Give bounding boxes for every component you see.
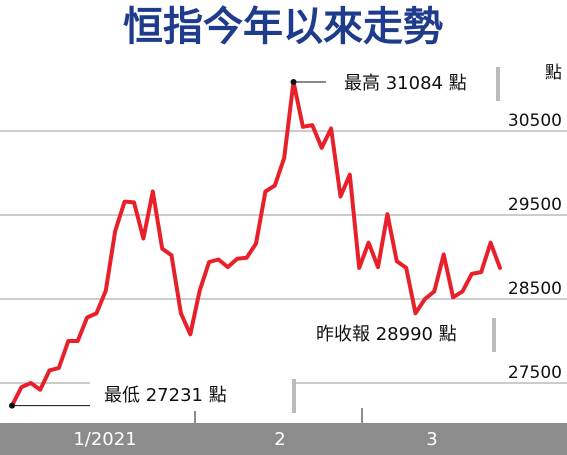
low-annotation: 最低 27231 點 <box>9 377 296 413</box>
low-label-shadow <box>292 379 296 413</box>
close-annotation: 昨收報 28990 點 <box>302 316 496 352</box>
data-point <box>160 247 164 251</box>
data-point <box>301 125 305 129</box>
data-point <box>216 257 221 262</box>
high-label: 最高 31084 點 <box>344 73 467 94</box>
data-point <box>188 332 192 336</box>
data-point <box>151 189 155 194</box>
series-points <box>10 80 502 408</box>
data-point <box>85 315 89 320</box>
x-axis-ticks: 1/2021 2 3 <box>73 408 438 450</box>
data-point <box>254 241 258 246</box>
data-point <box>273 184 277 188</box>
data-point <box>66 339 70 343</box>
close-label-box <box>302 316 494 350</box>
x-tick-label: 2 <box>274 429 285 450</box>
y-tick-label: 28500 <box>508 279 562 299</box>
data-point <box>76 339 80 343</box>
data-point <box>38 388 42 392</box>
data-point <box>104 289 108 293</box>
high-label-box <box>326 65 498 99</box>
data-point <box>348 173 352 177</box>
data-point <box>207 260 211 264</box>
data-point <box>338 194 343 199</box>
high-annotation: 最高 31084 點 <box>290 65 500 101</box>
low-label: 最低 27231 點 <box>104 385 227 406</box>
data-point <box>479 270 483 274</box>
data-point <box>489 241 493 245</box>
y-tick-label: 29500 <box>508 195 562 215</box>
data-point <box>132 200 136 204</box>
data-point <box>413 311 418 315</box>
data-point <box>498 266 502 270</box>
data-point <box>57 366 61 370</box>
data-point <box>376 265 380 269</box>
data-point <box>179 311 183 315</box>
data-point <box>395 259 399 263</box>
data-point <box>357 266 361 270</box>
data-point <box>263 189 267 194</box>
y-tick-label: 30500 <box>508 111 562 131</box>
data-point <box>29 381 33 385</box>
high-point-marker <box>290 78 297 85</box>
data-point <box>385 212 389 216</box>
data-point <box>404 266 408 270</box>
y-tick-labels: 27500 28500 29500 30500 <box>508 111 562 383</box>
data-point <box>451 295 455 299</box>
x-tick-label: 1/2021 <box>73 429 136 450</box>
y-tick-label: 27500 <box>508 363 562 383</box>
data-point <box>470 272 474 276</box>
data-point <box>235 257 239 261</box>
data-point <box>320 146 324 150</box>
data-point <box>245 256 249 260</box>
chart-title: 恒指今年以來走勢 <box>123 4 443 50</box>
low-label-box <box>90 377 294 411</box>
data-point <box>47 368 52 372</box>
close-label-shadow <box>492 318 496 352</box>
data-point <box>282 156 286 160</box>
data-point <box>198 289 202 293</box>
data-point <box>113 229 117 233</box>
data-point <box>226 265 230 269</box>
data-point <box>94 311 99 315</box>
high-label-shadow <box>496 67 500 101</box>
low-point-marker <box>9 402 15 409</box>
data-point <box>141 236 145 241</box>
data-point <box>423 297 427 301</box>
data-point <box>329 126 333 131</box>
x-tick-label: 3 <box>426 429 437 450</box>
data-point <box>123 199 127 204</box>
data-point <box>367 241 371 245</box>
close-label: 昨收報 28990 點 <box>316 324 457 345</box>
data-point <box>169 253 174 257</box>
y-axis-unit-label: 點 <box>545 63 562 83</box>
data-point <box>442 252 446 257</box>
x-axis-band <box>0 423 567 455</box>
data-point <box>19 385 23 389</box>
data-point <box>460 289 465 294</box>
data-point <box>310 123 314 127</box>
data-point <box>432 289 436 294</box>
